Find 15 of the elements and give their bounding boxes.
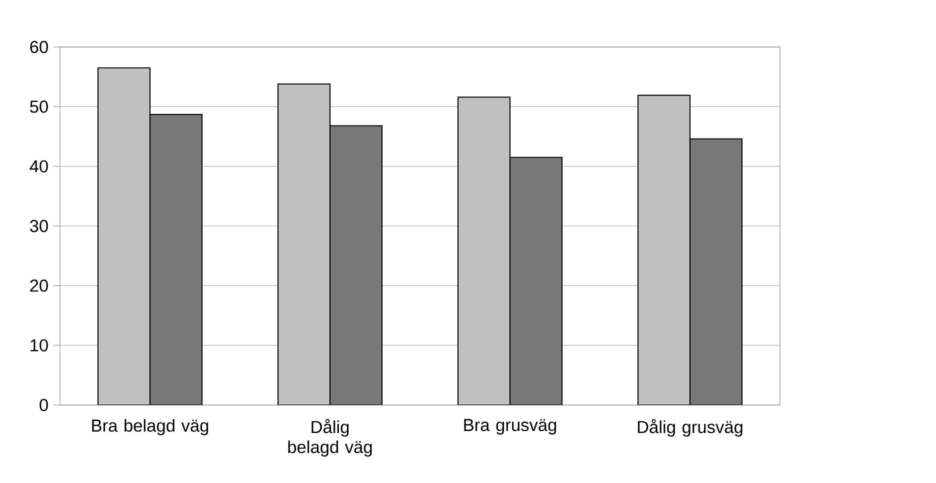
bar [457, 96, 511, 405]
y-tick-label: 40 [30, 160, 48, 172]
y-tick-label: 0 [40, 398, 48, 412]
x-tick-label: Bra belagd väg [92, 419, 208, 436]
y-tick-label: 50 [30, 100, 48, 113]
y-tick-label: 30 [30, 220, 48, 232]
x-tick-label: Bra grusväg [464, 419, 556, 435]
bar [637, 94, 691, 405]
bar [277, 83, 331, 405]
x-tick-label: Dålig grusväg [638, 419, 742, 437]
x-tick-label: Dålig belagd väg [288, 419, 372, 457]
y-tick-label: 20 [30, 280, 48, 292]
bar [97, 67, 151, 405]
y-tick-label: 10 [30, 339, 48, 352]
y-tick-label: 60 [30, 40, 48, 54]
